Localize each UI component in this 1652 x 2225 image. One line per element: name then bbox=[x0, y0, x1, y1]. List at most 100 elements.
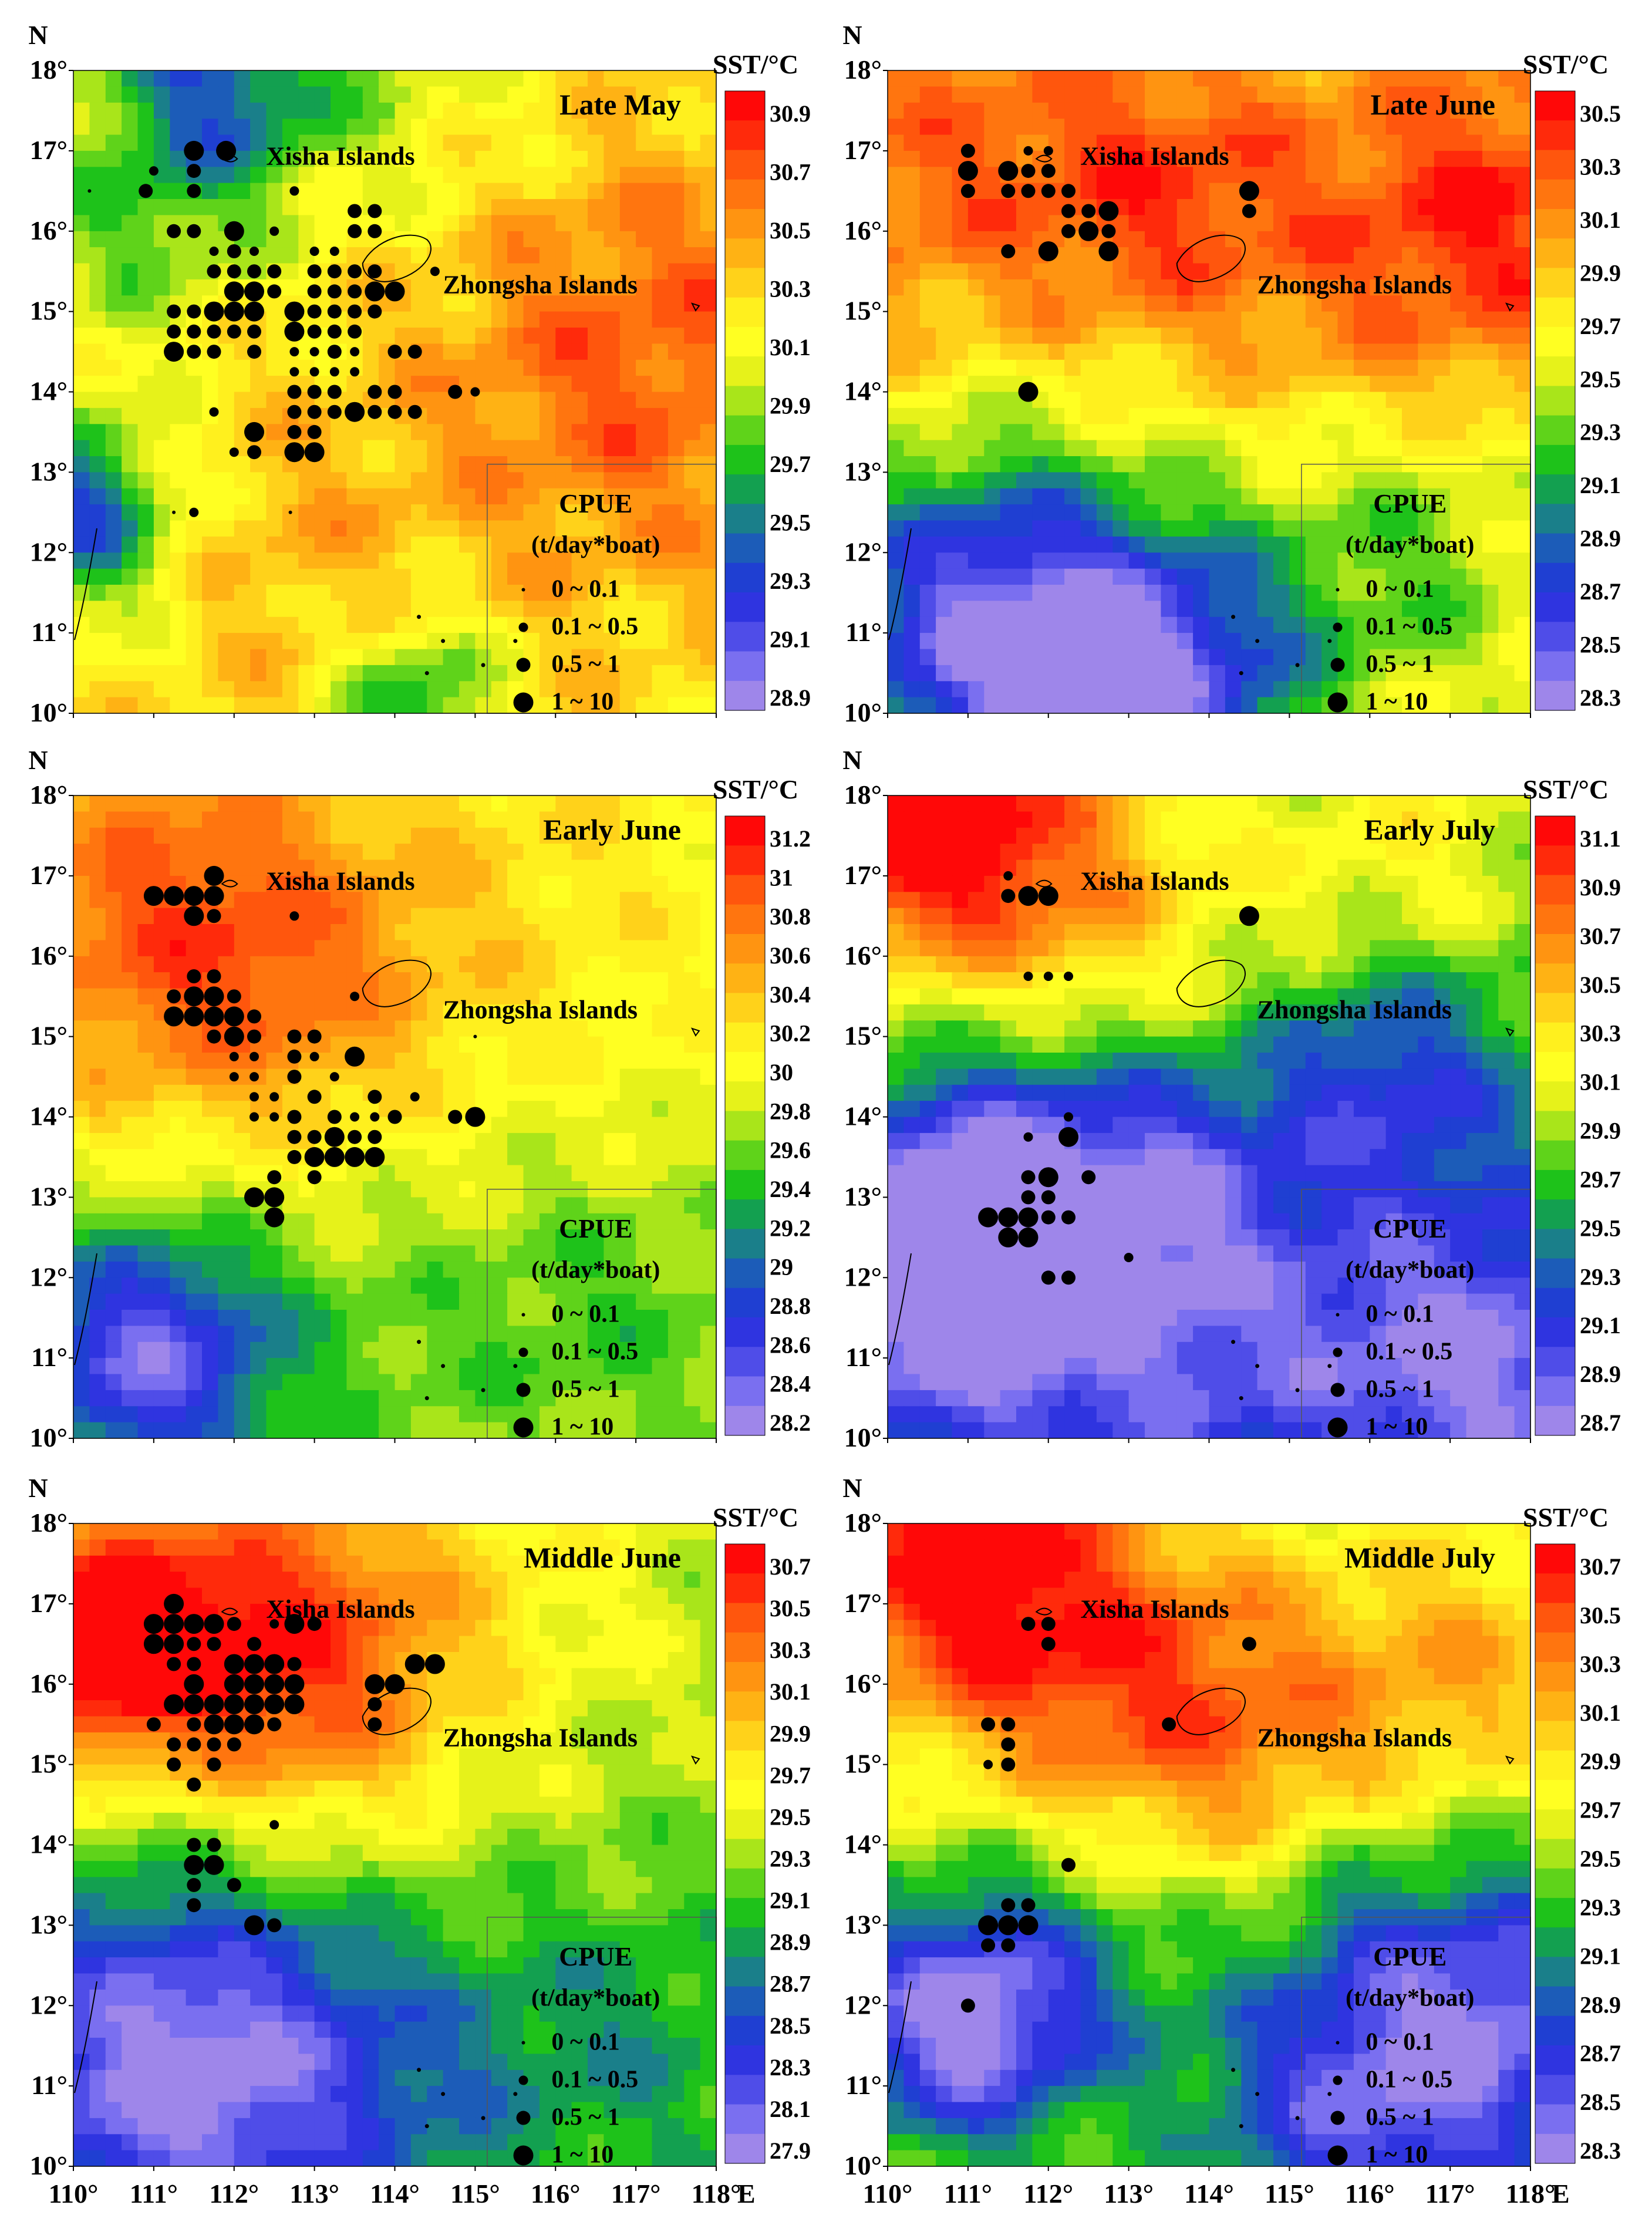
colorbar-band bbox=[1535, 1081, 1575, 1111]
zhongsha-outline bbox=[1176, 959, 1246, 1007]
cpue-point bbox=[324, 1147, 345, 1167]
cpue-point bbox=[304, 442, 325, 463]
cpue-point bbox=[960, 184, 975, 198]
colorbar-band bbox=[1535, 1632, 1575, 1663]
north-label: N bbox=[842, 20, 862, 50]
nansha-islet bbox=[424, 671, 429, 676]
lon-label: 115° bbox=[450, 2179, 500, 2209]
cpue-point bbox=[167, 1737, 181, 1752]
cpue-point bbox=[87, 189, 92, 193]
colorbar-band bbox=[725, 1258, 765, 1289]
lat-label: 16° bbox=[30, 940, 68, 970]
colorbar-band bbox=[1535, 209, 1575, 239]
lat-label: 10° bbox=[30, 1422, 68, 1452]
nansha-islet bbox=[513, 639, 518, 643]
legend-symbol bbox=[518, 1347, 528, 1357]
colorbar-tick-label: 29.7 bbox=[770, 1762, 811, 1788]
lon-label: 110° bbox=[863, 2179, 913, 2209]
lat-label: 11° bbox=[31, 1342, 68, 1372]
colorbar-band bbox=[1535, 993, 1575, 1023]
colorbar-band bbox=[725, 934, 765, 964]
colorbar-tick-label: 29.4 bbox=[770, 1176, 811, 1202]
zhongsha-label: Zhongsha Islands bbox=[443, 271, 638, 299]
xisha-outline bbox=[1035, 1607, 1053, 1616]
legend-class-label: 0.1 ~ 0.5 bbox=[551, 613, 638, 640]
cpue-point bbox=[187, 1877, 201, 1892]
legend-title: CPUE bbox=[559, 1941, 632, 1971]
cpue-point bbox=[1041, 1190, 1056, 1205]
lat-label: 15° bbox=[844, 1749, 882, 1779]
colorbar-band bbox=[725, 1897, 765, 1928]
zhongsha-label: Zhongsha Islands bbox=[443, 996, 638, 1024]
legend-class-label: 0.5 ~ 1 bbox=[1366, 1376, 1434, 1403]
colorbar-tick-label: 29.9 bbox=[1580, 1118, 1621, 1144]
colorbar-tick-label: 30.2 bbox=[770, 1020, 811, 1047]
panel-title: Middle June bbox=[524, 1541, 681, 1574]
colorbar-tick-label: 29.6 bbox=[770, 1137, 811, 1164]
cpue-point bbox=[1041, 1637, 1056, 1651]
cpue-point bbox=[307, 284, 322, 299]
lat-label: 10° bbox=[30, 2150, 68, 2180]
cpue-point bbox=[267, 1170, 282, 1185]
legend-class-label: 0 ~ 0.1 bbox=[1366, 2029, 1434, 2056]
colorbar-band bbox=[1535, 1957, 1575, 1987]
cpue-point bbox=[1001, 1898, 1016, 1913]
cpue-point bbox=[1041, 1210, 1056, 1225]
cpue-point bbox=[209, 407, 219, 417]
cpue-point bbox=[307, 264, 322, 279]
lon-label: 114° bbox=[370, 2179, 420, 2209]
colorbar-tick-label: 29 bbox=[770, 1254, 793, 1280]
cpue-point bbox=[287, 424, 302, 439]
lat-label: 18° bbox=[844, 780, 882, 810]
colorbar-band bbox=[1535, 651, 1575, 682]
cpue-point bbox=[368, 404, 382, 419]
cpue-point bbox=[307, 1029, 322, 1044]
cpue-point bbox=[167, 324, 181, 339]
colorbar-tick-label: 30.3 bbox=[770, 1637, 811, 1663]
lat-label: 15° bbox=[844, 296, 882, 326]
legend-class-label: 1 ~ 10 bbox=[1366, 689, 1428, 716]
zhongsha-label: Zhongsha Islands bbox=[443, 1724, 638, 1752]
colorbar-band bbox=[1535, 1317, 1575, 1347]
cpue-point bbox=[327, 324, 342, 339]
colorbar-band bbox=[725, 1169, 765, 1200]
colorbar-band bbox=[1535, 1111, 1575, 1141]
cpue-point bbox=[387, 1110, 402, 1124]
colorbar-band bbox=[725, 816, 765, 846]
cpue-point bbox=[307, 404, 322, 419]
colorbar-band bbox=[1535, 2104, 1575, 2135]
legend-class-label: 1 ~ 10 bbox=[1366, 1414, 1428, 1441]
lat-label: 16° bbox=[30, 215, 68, 245]
cpue-point bbox=[267, 1918, 282, 1933]
colorbar-band bbox=[725, 963, 765, 993]
cpue-point bbox=[1001, 889, 1016, 904]
colorbar-frame bbox=[724, 1543, 766, 2164]
xisha-outline bbox=[221, 1607, 238, 1616]
colorbar-band bbox=[725, 680, 765, 711]
nansha-islet bbox=[481, 663, 486, 668]
legend-class-label: 0.1 ~ 0.5 bbox=[1366, 613, 1452, 640]
cpue-point bbox=[164, 1593, 184, 1614]
cpue-point bbox=[224, 1674, 244, 1694]
cpue-point bbox=[307, 424, 322, 439]
cpue-point bbox=[348, 264, 362, 279]
colorbar-tick-label: 30.7 bbox=[1580, 923, 1621, 949]
legend-symbol bbox=[516, 2111, 531, 2125]
colorbar-band bbox=[1535, 1544, 1575, 1574]
colorbar-tick-label: 30.1 bbox=[770, 1678, 811, 1705]
colorbar-tick-label: 29.3 bbox=[1580, 1894, 1621, 1920]
cpue-point bbox=[327, 304, 342, 319]
colorbar-tick-label: 30.5 bbox=[770, 217, 811, 244]
cpue-point bbox=[284, 1614, 305, 1634]
cpue-point bbox=[348, 284, 362, 299]
colorbar-tick-label: 29.7 bbox=[1580, 1797, 1621, 1823]
nansha-islet bbox=[1239, 1396, 1243, 1401]
cpue-point bbox=[250, 1112, 259, 1122]
cpue-point bbox=[304, 1147, 325, 1167]
north-label: N bbox=[842, 1473, 862, 1503]
colorbar-band bbox=[725, 1051, 765, 1082]
scarborough-reef bbox=[690, 1027, 700, 1037]
cpue-point bbox=[307, 1130, 322, 1144]
legend-unit: (t/day*boat) bbox=[1346, 531, 1474, 558]
lon-label: 116° bbox=[531, 2179, 581, 2209]
